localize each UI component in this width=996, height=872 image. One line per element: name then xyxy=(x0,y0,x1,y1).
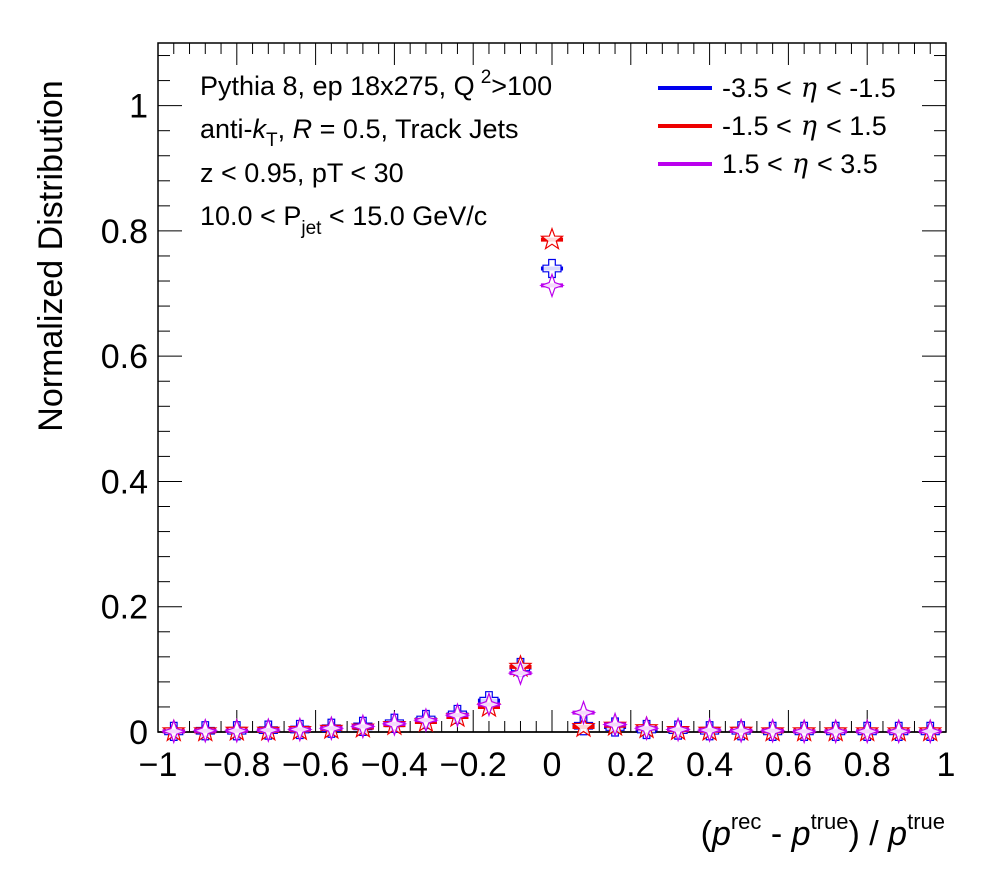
x-tick-label: 0.8 xyxy=(844,746,891,784)
data-point xyxy=(633,715,660,742)
legend-entry: -1.5 < η < 1.5 xyxy=(658,111,887,142)
y-axis-title: Normalized Distribution xyxy=(32,80,70,431)
annotation-line-1: Pythia 8, ep 18x275, Q 2>100 xyxy=(200,67,552,101)
y-tick-label: 0 xyxy=(129,714,148,752)
data-point xyxy=(350,713,376,740)
x-tick-label: 0.4 xyxy=(686,746,733,784)
data-point xyxy=(444,702,471,728)
data-point xyxy=(539,226,565,251)
y-tick-label: 0.8 xyxy=(101,213,148,251)
x-tick-label: 1 xyxy=(937,746,956,784)
data-point xyxy=(696,717,723,743)
data-point xyxy=(665,716,691,743)
legend-entry: -3.5 < η < -1.5 xyxy=(658,73,896,104)
x-axis-title: (prec - ptrue) / ptrue xyxy=(701,809,945,853)
data-point xyxy=(885,718,912,745)
data-point xyxy=(160,718,187,745)
legend-label: 1.5 < η < 3.5 xyxy=(722,149,878,180)
data-point xyxy=(822,718,849,745)
x-tick-label: −0.4 xyxy=(361,746,428,784)
data-point xyxy=(917,718,944,745)
y-tick-label: 0.2 xyxy=(101,589,148,627)
legend-label: -3.5 < η < -1.5 xyxy=(722,73,896,104)
data-point xyxy=(728,717,754,744)
tick-labels: −1 −0.8 −0.6 −0.4 −0.2 0 0.2 0.4 0.6 0.8 1 0 0.2 0.4 0… xyxy=(101,88,956,784)
data-point xyxy=(791,718,817,745)
annotation-line-4: 10.0 < Pjet < 15.0 GeV/c xyxy=(200,201,487,239)
data-point xyxy=(854,718,881,745)
x-tick-label: −0.8 xyxy=(203,746,270,784)
y-tick-label: 0.6 xyxy=(101,338,148,376)
legend-label: -1.5 < η < 1.5 xyxy=(722,111,887,142)
data-point xyxy=(192,717,219,744)
x-tick-label: −1 xyxy=(139,746,178,784)
x-tick-label: −0.2 xyxy=(440,746,507,784)
annotation-line-2: anti-kT, R = 0.5, Track Jets xyxy=(200,114,519,151)
data-point xyxy=(287,716,313,743)
data-point xyxy=(507,660,534,686)
annotation-line-3: z < 0.95, pT < 30 xyxy=(200,158,404,188)
x-tick-label: 0 xyxy=(543,746,562,784)
data-point xyxy=(413,707,439,733)
legend: -3.5 < η < -1.5 -1.5 < η < 1.5 1.5 < η < 3.5 xyxy=(658,73,896,180)
data-point xyxy=(476,691,502,718)
series-star xyxy=(161,226,943,742)
data-point xyxy=(571,714,596,738)
data-point xyxy=(542,258,562,279)
data-point xyxy=(318,715,345,742)
data-point xyxy=(602,711,628,738)
data-point xyxy=(570,699,597,726)
x-tick-label: 0.6 xyxy=(765,746,812,784)
data-point xyxy=(759,717,786,744)
data-point xyxy=(539,272,565,299)
data-marks xyxy=(160,226,944,745)
x-tick-label: −0.6 xyxy=(282,746,349,784)
legend-entry: 1.5 < η < 3.5 xyxy=(658,149,878,180)
series-cross xyxy=(162,258,942,741)
y-tick-label: 0.4 xyxy=(101,463,148,501)
x-tick-label: 0.2 xyxy=(607,746,654,784)
data-point xyxy=(255,717,282,743)
series-diamond xyxy=(160,272,944,745)
y-tick-label: 1 xyxy=(129,88,148,126)
data-point xyxy=(381,711,408,737)
data-point xyxy=(223,717,250,744)
